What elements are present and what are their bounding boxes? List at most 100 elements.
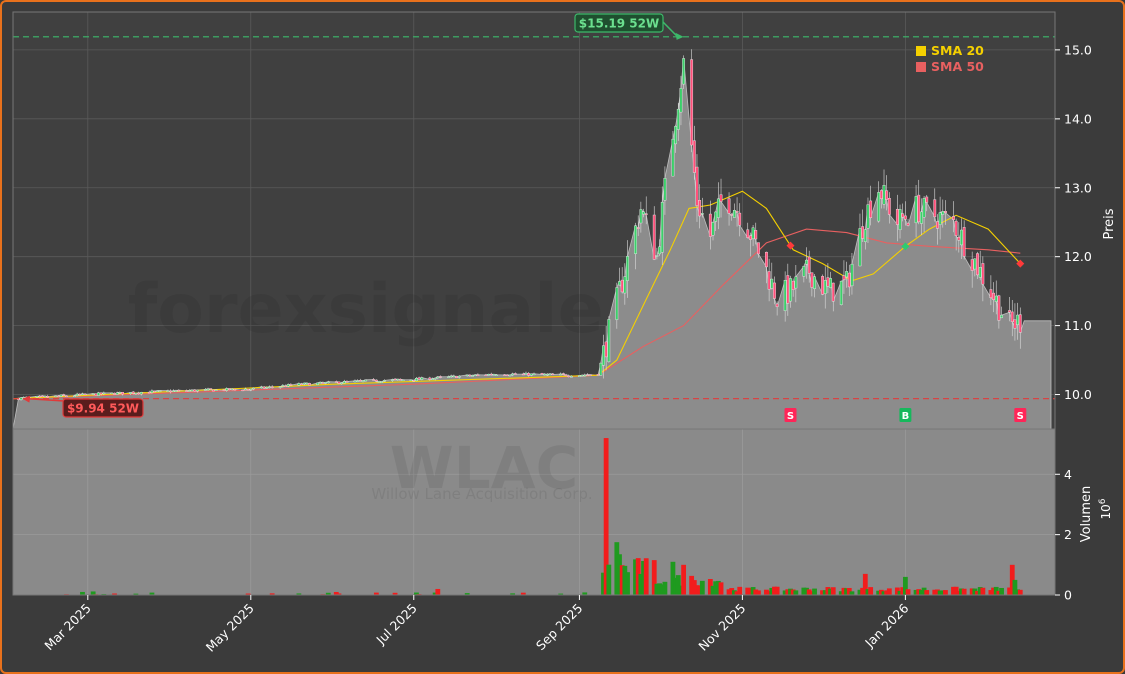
candle-body: [730, 214, 734, 216]
candle-body: [751, 227, 755, 240]
candle-body: [655, 255, 659, 257]
volume-bar: [715, 580, 721, 595]
candle-body: [901, 213, 905, 218]
signal-label: S: [1017, 411, 1024, 422]
candle-body: [241, 389, 245, 392]
x-tick-label: Nov 2025: [695, 601, 748, 654]
signal-badge: [1014, 408, 1027, 422]
volume-bar: [681, 564, 687, 595]
candle-body: [746, 229, 750, 238]
candle-body: [895, 208, 899, 225]
volume-tick-label: 4: [1064, 467, 1072, 482]
volume-bar: [694, 585, 700, 595]
volume-bar: [622, 565, 628, 595]
candle-body: [527, 373, 531, 376]
candle-body: [578, 375, 581, 377]
candle-body: [171, 390, 175, 392]
candle-body: [308, 383, 311, 386]
candle-body: [78, 393, 82, 396]
candle-body: [941, 211, 945, 215]
legend-label: SMA 20: [931, 43, 984, 58]
candle-body: [361, 380, 365, 382]
candle-body: [810, 272, 814, 288]
candle-body: [364, 379, 368, 382]
candle-body: [789, 278, 792, 302]
candle-body: [842, 275, 846, 280]
sma-20-line: [12, 190, 1021, 400]
volume-bar: [993, 586, 999, 595]
candle-body: [185, 390, 189, 392]
candle-body: [511, 373, 515, 376]
candle-body: [954, 220, 958, 236]
candle-body: [1008, 310, 1011, 313]
candle-body: [1010, 311, 1014, 322]
volume-bar: [905, 589, 911, 595]
volume-bar: [756, 590, 761, 595]
volume-bar: [774, 586, 780, 595]
candle-body: [380, 381, 384, 383]
candle-body: [102, 392, 106, 395]
price-tick-label: 10.0: [1064, 387, 1092, 402]
candle-body: [920, 211, 923, 224]
candle-body: [879, 190, 883, 199]
candle-body: [396, 378, 400, 381]
candle-body: [604, 341, 608, 358]
candle-body: [324, 382, 327, 384]
candle-body: [877, 192, 881, 222]
candle-body: [59, 394, 63, 397]
volume-bar: [625, 572, 630, 595]
high-52w-arrowhead: [675, 32, 684, 40]
candle-body: [711, 221, 715, 236]
candle-body: [791, 280, 795, 290]
volume-bar: [748, 588, 753, 595]
candle-body: [337, 381, 341, 384]
low-52w-arrow: [26, 397, 65, 402]
candle-body: [113, 393, 116, 395]
candle-body: [473, 374, 477, 376]
volume-bar: [991, 587, 996, 595]
candle-body: [620, 279, 624, 293]
candle-body: [727, 198, 731, 214]
volume-bar: [606, 564, 612, 595]
volume-bar: [510, 593, 516, 595]
volume-bar: [825, 587, 831, 595]
candle-body: [118, 392, 122, 394]
high-52w-arrow: [662, 21, 679, 38]
volume-bar: [902, 576, 908, 595]
candle-body: [289, 384, 293, 386]
candle-body: [997, 295, 1001, 321]
volume-bar: [804, 587, 809, 595]
volume-bar: [846, 587, 852, 595]
volume-bar: [601, 572, 606, 595]
volume-bar: [980, 587, 986, 595]
volume-bar: [769, 587, 775, 595]
volume-bar: [900, 587, 906, 595]
candle-body: [38, 395, 42, 398]
candle-body: [885, 190, 889, 200]
candle-body: [244, 388, 247, 391]
candle-body: [695, 166, 699, 206]
candle-body: [850, 263, 854, 287]
candle-body: [382, 380, 386, 382]
volume-bar: [1012, 579, 1018, 595]
volume-axis-label: Volumen: [1079, 486, 1094, 543]
volume-bar: [999, 587, 1004, 595]
candle-body: [230, 388, 234, 390]
candle-body: [214, 389, 218, 391]
volume-bar: [897, 590, 903, 595]
candle-body: [187, 390, 191, 392]
candle-body: [297, 383, 301, 386]
volume-bar: [868, 587, 874, 595]
candle-body: [973, 258, 977, 270]
candle-body: [770, 278, 774, 289]
volume-bar: [782, 590, 788, 595]
volume-bar: [699, 580, 705, 595]
candle-body: [952, 216, 955, 220]
volume-bar: [886, 588, 892, 595]
candle-body: [714, 211, 718, 222]
candle-body: [316, 382, 319, 385]
volume-bar: [849, 591, 855, 595]
volume-bar: [921, 587, 927, 595]
candle-body: [393, 378, 397, 381]
candle-body: [682, 58, 686, 85]
